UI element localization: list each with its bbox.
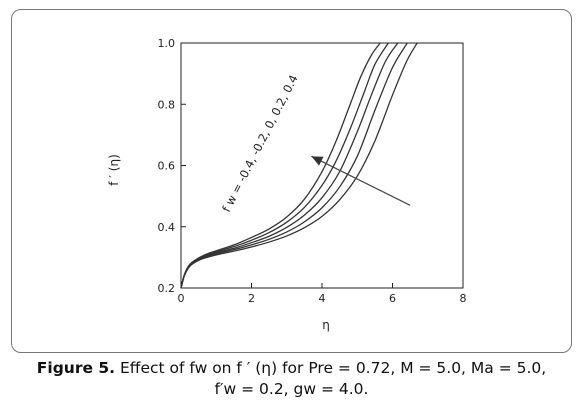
y-tick-label: 0.4 [158, 221, 176, 234]
caption-text-2: f′w = 0.2, gw = 4.0. [214, 380, 369, 398]
curve-group [180, 42, 418, 289]
x-tick-label: 4 [319, 292, 326, 305]
x-tick-label: 2 [248, 292, 255, 305]
figure-caption: Figure 5. Effect of fw on f ′ (η) for Pr… [0, 358, 583, 400]
y-tick-label: 0.2 [158, 282, 176, 295]
y-tick-label: 0.8 [158, 98, 176, 111]
x-tick-label: 6 [389, 292, 396, 305]
caption-line-1: Figure 5. Effect of fw on f ′ (η) for Pr… [0, 358, 583, 379]
annotation-arrowhead [311, 156, 324, 166]
series-line-5 [180, 42, 418, 289]
annotation-label: f w = -0.4, -0.2, 0, 0.2, 0.4 [219, 73, 301, 215]
y-tick-label: 0.6 [158, 160, 176, 173]
caption-line-2: f′w = 0.2, gw = 4.0. [0, 379, 583, 400]
axis-ticks: 0 2 4 6 8 0.2 0.4 0.6 0.8 1.0 [158, 37, 467, 305]
x-tick-label: 0 [178, 292, 185, 305]
caption-text-1: Effect of fw on f ′ (η) for Pre = 0.72, … [120, 359, 547, 377]
line-chart: 0 2 4 6 8 0.2 0.4 0.6 0.8 1.0 f w = -0.4, -0.2, 0… [107, 37, 467, 332]
annotation-arrow-line [311, 155, 411, 206]
series-line-1 [180, 42, 381, 289]
y-axis-label: f ′ (η) [107, 154, 121, 186]
figure-label: Figure 5. [36, 359, 116, 377]
x-axis-label: η [322, 318, 330, 332]
figure-frame: 0 2 4 6 8 0.2 0.4 0.6 0.8 1.0 f w = -0.4, -0.2, 0… [11, 9, 572, 353]
y-tick-label: 1.0 [158, 37, 176, 50]
x-tick-label: 8 [460, 292, 467, 305]
